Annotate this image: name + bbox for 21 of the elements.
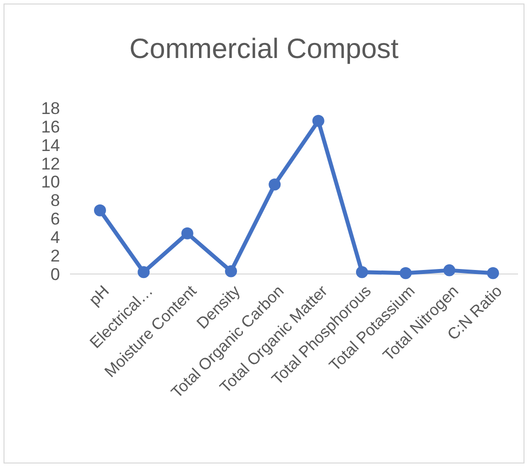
point bbox=[138, 266, 150, 278]
y-tick-label: 6 bbox=[50, 210, 60, 229]
y-tick-label: 2 bbox=[50, 246, 60, 266]
y-tick-label: 4 bbox=[50, 228, 60, 248]
y-tick-label: 0 bbox=[50, 264, 60, 284]
point bbox=[443, 264, 456, 276]
chart-title: Commercial Compost bbox=[129, 33, 399, 64]
point bbox=[225, 265, 237, 278]
y-tick-label: 14 bbox=[41, 136, 60, 155]
point bbox=[356, 266, 368, 278]
y-tick-label: 12 bbox=[41, 154, 60, 174]
point bbox=[94, 204, 106, 216]
y-tick-label: 10 bbox=[41, 172, 60, 192]
point bbox=[181, 227, 194, 240]
point bbox=[487, 267, 499, 280]
y-tick-label: 16 bbox=[41, 117, 60, 136]
y-tick-label: 18 bbox=[41, 98, 60, 118]
point bbox=[312, 114, 324, 127]
point bbox=[400, 267, 412, 280]
y-tick-label: 8 bbox=[50, 191, 60, 210]
point bbox=[268, 178, 281, 191]
